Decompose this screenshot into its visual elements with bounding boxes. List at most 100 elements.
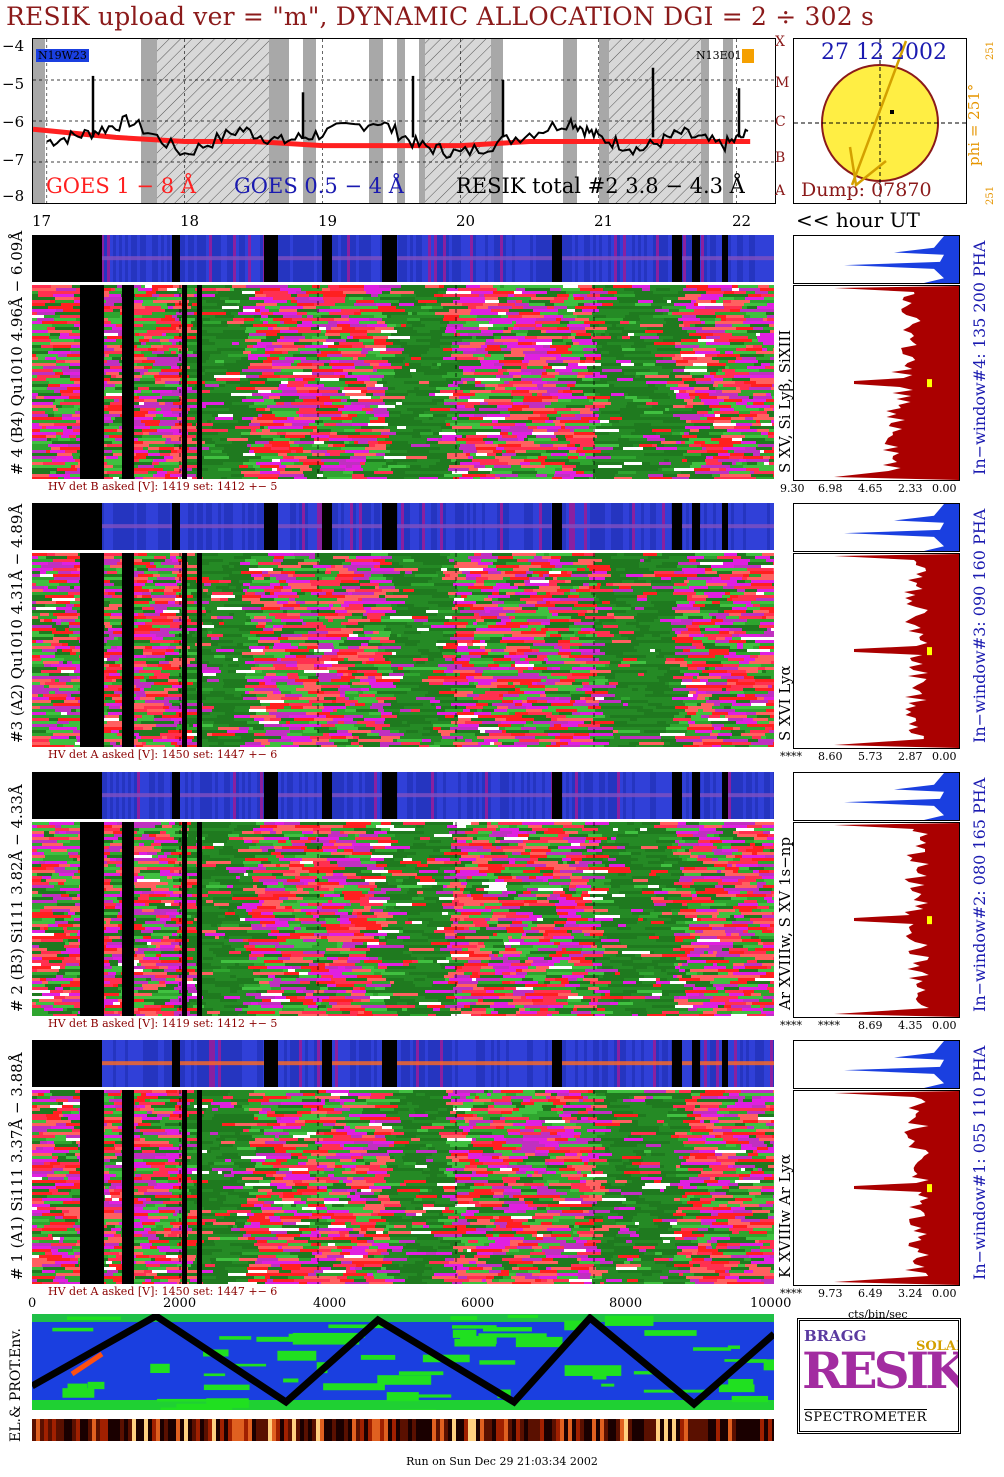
histogram-scale-tick: 3.24 [898, 1287, 923, 1300]
in-window-label: In−window#1: 055 110 PHA [970, 1045, 989, 1280]
window-marker [927, 916, 932, 925]
window-marker [927, 647, 932, 656]
spectrogram [32, 822, 774, 1016]
goes-panel [32, 38, 776, 204]
spectral-lines-label: S XVI Lyα [776, 665, 794, 741]
pha-histogram [793, 1040, 960, 1089]
goes-y-tick: −7 [2, 151, 25, 169]
detector-label: # 1 (A1) Si111 3.37Å − 3.88Å [8, 1052, 26, 1280]
histogram-scale-tick: **** [780, 1287, 802, 1300]
histogram-scale-tick: 0.00 [932, 1019, 957, 1032]
phi-direction-line [850, 40, 908, 186]
histogram-scale-tick: 0.00 [932, 1287, 957, 1300]
goes-class-c: C [775, 114, 786, 130]
histogram-scale-tick: **** [818, 1019, 840, 1032]
region-marker [742, 49, 754, 63]
goes-y-tick: −5 [2, 75, 25, 93]
pha-strip [32, 772, 774, 819]
logo-bragg: BRAGG [804, 1327, 867, 1345]
env-color-strip [32, 1419, 774, 1441]
particle-env-plot [32, 1314, 774, 1410]
histogram-scale-tick: **** [780, 1019, 802, 1032]
histogram-scale-tick: 4.35 [898, 1019, 923, 1032]
hour-tick-17: 17 [32, 212, 52, 230]
pha-strip [32, 1040, 774, 1087]
x-tick: 6000 [461, 1296, 495, 1311]
histogram-scale-tick: 2.33 [898, 482, 923, 495]
logo-spectrometer: SPECTROMETER [804, 1409, 927, 1425]
legend-goes-long: GOES 1 − 8 Å [46, 174, 196, 198]
resik-logo: BRAGG RESIK SOLAR SPECTROMETER [797, 1318, 961, 1434]
hour-tick-22: 22 [732, 212, 752, 230]
histogram-scale-tick: **** [780, 750, 802, 763]
goes-class-m: M [775, 75, 790, 91]
goes-class-b: B [775, 150, 786, 166]
hour-tick-19: 19 [318, 212, 338, 230]
spectrogram [32, 553, 774, 747]
in-window-label: In−window#2: 080 165 PHA [970, 777, 989, 1012]
count-histogram [793, 1090, 960, 1286]
goes-class-x: X [775, 34, 785, 50]
phi-small-top: 251 [985, 40, 996, 60]
pha-histogram [793, 772, 960, 821]
x-tick: 8000 [609, 1296, 643, 1311]
logo-big: RESIK [802, 1341, 961, 1400]
spectral-lines-label: S XV, Si Lyβ, SiXIII [776, 329, 794, 473]
region-dot [890, 110, 894, 114]
region-label-left: N19W23 [36, 49, 89, 62]
count-histogram [793, 553, 960, 749]
sun-panel [793, 38, 967, 204]
x-tick: 2000 [163, 1296, 197, 1311]
phi-label: phi = 251° [965, 83, 983, 166]
detector-label: # 2 (B3) Si111 3.82Å − 4.33Å [8, 784, 26, 1012]
window-marker [927, 379, 932, 388]
pha-histogram [793, 503, 960, 552]
window-marker [927, 1184, 932, 1193]
goes-long-line [33, 126, 751, 149]
histogram-scale-tick: 6.98 [818, 482, 843, 495]
hour-unit-label: << hour UT [796, 208, 920, 232]
hv-label: HV det B asked [V]: 1419 set: 1412 +− 5 [48, 480, 278, 493]
goes-lightcurve-plot [33, 39, 775, 203]
in-window-label: In−window#4: 135 200 PHA [970, 240, 989, 475]
cts-label: cts/bin/sec [848, 1308, 908, 1321]
hv-label: HV det A asked [V]: 1450 set: 1447 +− 6 [48, 748, 278, 761]
goes-y-tick: −8 [2, 187, 25, 205]
count-histogram [793, 285, 960, 481]
phi-small-bottom: 251 [985, 185, 996, 205]
page-title: RESIK upload ver = "m", DYNAMIC ALLOCATI… [6, 2, 875, 31]
histogram-scale-tick: 0.00 [932, 482, 957, 495]
histogram-scale-tick: 9.73 [818, 1287, 843, 1300]
resik-total-line [46, 113, 749, 160]
sun-disk-plot [794, 39, 966, 203]
histogram-scale-tick: 6.49 [858, 1287, 883, 1300]
run-timestamp: Run on Sun Dec 29 21:03:34 2002 [406, 1455, 598, 1468]
region-label-right: N13E01 [696, 49, 742, 62]
hv-label: HV det A asked [V]: 1450 set: 1447 +− 6 [48, 1285, 278, 1298]
detector-label: #3 (A2) Qu1010 4.31Å − 4.89Å [8, 503, 26, 743]
pha-strip [32, 235, 774, 282]
histogram-scale-tick: 0.00 [932, 750, 957, 763]
spectrogram [32, 285, 774, 479]
legend-resik-total: RESIK total #2 3.8 − 4.3 Å [456, 174, 745, 198]
x-tick: 10000 [750, 1296, 792, 1311]
env-label: EL.& PROT.Env. [8, 1328, 24, 1442]
x-tick: 4000 [313, 1296, 347, 1311]
logo-solar: SOLAR [916, 1339, 958, 1354]
in-window-label: In−window#3: 090 160 PHA [970, 508, 989, 743]
count-histogram [793, 822, 960, 1018]
dump-label: Dump: 07870 [801, 179, 932, 201]
spectral-lines-label: K XVIIIw Ar Lyα [776, 1154, 794, 1278]
pha-strip [32, 503, 774, 550]
detector-label: # 4 (B4) Qu1010 4.96Å − 6.09Å [8, 230, 26, 475]
hour-tick-21: 21 [594, 212, 614, 230]
histogram-scale-tick: 5.73 [858, 750, 883, 763]
histogram-scale-tick: 4.65 [858, 482, 883, 495]
legend-goes-short: GOES 0.5 − 4 Å [234, 174, 404, 198]
orbit-latitude-line [32, 1314, 774, 1409]
particle-env-panel [32, 1314, 774, 1410]
histogram-scale-tick: 9.30 [780, 482, 805, 495]
env-strip-plot [32, 1419, 774, 1441]
histogram-scale-tick: 8.60 [818, 750, 843, 763]
histogram-scale-tick: 8.69 [858, 1019, 883, 1032]
